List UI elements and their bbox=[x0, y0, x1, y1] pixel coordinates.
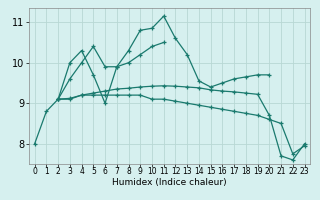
X-axis label: Humidex (Indice chaleur): Humidex (Indice chaleur) bbox=[112, 178, 227, 187]
